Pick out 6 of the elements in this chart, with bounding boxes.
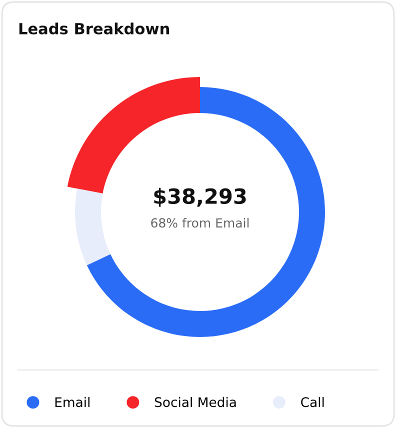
legend-label: Social Media	[154, 396, 236, 408]
legend-label: Email	[55, 396, 90, 408]
text: 68% from Email	[151, 218, 249, 228]
chart-title: Leads Breakdown	[19, 22, 169, 34]
legend-label: Call	[301, 396, 324, 408]
text: $38,293	[154, 188, 246, 207]
